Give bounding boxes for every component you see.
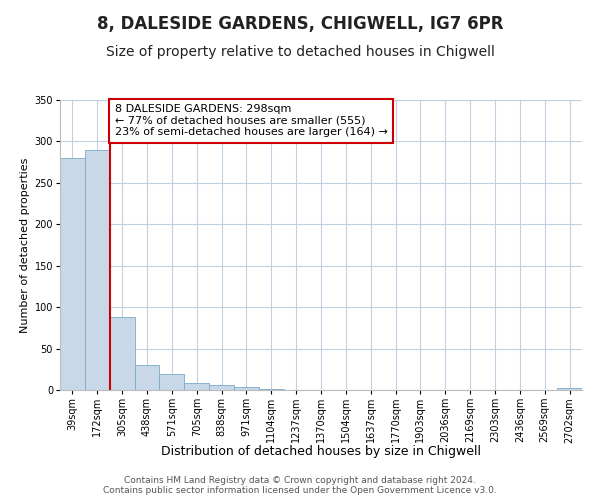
Bar — [234, 386, 259, 390]
Text: Size of property relative to detached houses in Chigwell: Size of property relative to detached ho… — [106, 45, 494, 59]
Bar — [110, 317, 134, 390]
Bar — [259, 389, 284, 390]
X-axis label: Distribution of detached houses by size in Chigwell: Distribution of detached houses by size … — [161, 446, 481, 458]
Bar — [160, 374, 184, 390]
Bar — [134, 365, 160, 390]
Bar — [85, 150, 110, 390]
Bar — [209, 385, 234, 390]
Bar — [557, 388, 582, 390]
Text: 8, DALESIDE GARDENS, CHIGWELL, IG7 6PR: 8, DALESIDE GARDENS, CHIGWELL, IG7 6PR — [97, 15, 503, 33]
Y-axis label: Number of detached properties: Number of detached properties — [20, 158, 30, 332]
Text: 8 DALESIDE GARDENS: 298sqm
← 77% of detached houses are smaller (555)
23% of sem: 8 DALESIDE GARDENS: 298sqm ← 77% of deta… — [115, 104, 388, 138]
Text: Contains HM Land Registry data © Crown copyright and database right 2024.
Contai: Contains HM Land Registry data © Crown c… — [103, 476, 497, 495]
Bar — [60, 158, 85, 390]
Bar — [184, 384, 209, 390]
